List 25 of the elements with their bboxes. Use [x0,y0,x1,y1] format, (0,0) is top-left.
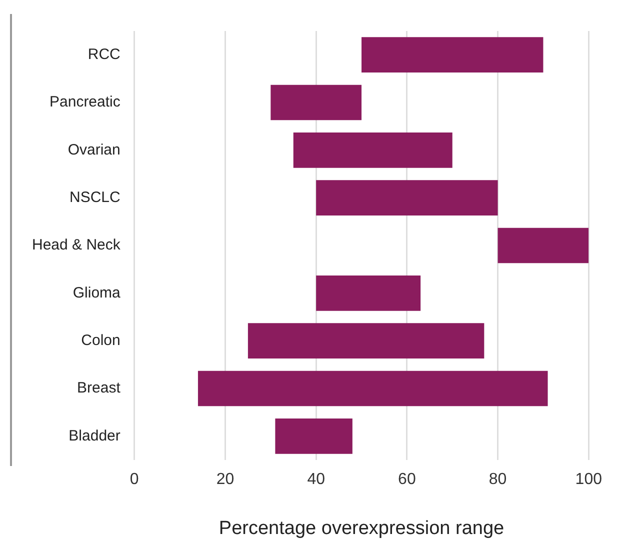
bar [270,84,362,120]
bar [316,276,421,311]
y-tick-label: Bladder [68,427,120,444]
y-tick-label: Pancreatic [50,94,121,111]
bar [498,228,589,264]
bar [316,180,498,216]
x-tick-label: 80 [488,471,507,488]
bar [275,418,352,454]
y-tick-label: Ovarian [68,141,120,158]
x-tick-label: 100 [575,471,602,488]
y-tick-label: RCC [88,46,121,63]
x-tick-label: 60 [398,471,416,488]
y-tick-label: Breast [77,380,122,397]
x-tick-label: 40 [307,471,326,488]
bar [248,323,484,358]
x-axis-title: Percentage overexpression range [218,518,504,539]
y-tick-label: Glioma [72,284,122,302]
y-tick-label: Colon [81,332,120,349]
y-tick-label: Head & Neck [32,236,121,254]
x-tick-label: 20 [216,471,234,488]
y-tick-label: NSCLC [70,188,121,206]
x-tick-label: 0 [130,471,139,488]
bar [362,37,544,72]
bar [198,370,548,406]
bar [293,132,452,168]
